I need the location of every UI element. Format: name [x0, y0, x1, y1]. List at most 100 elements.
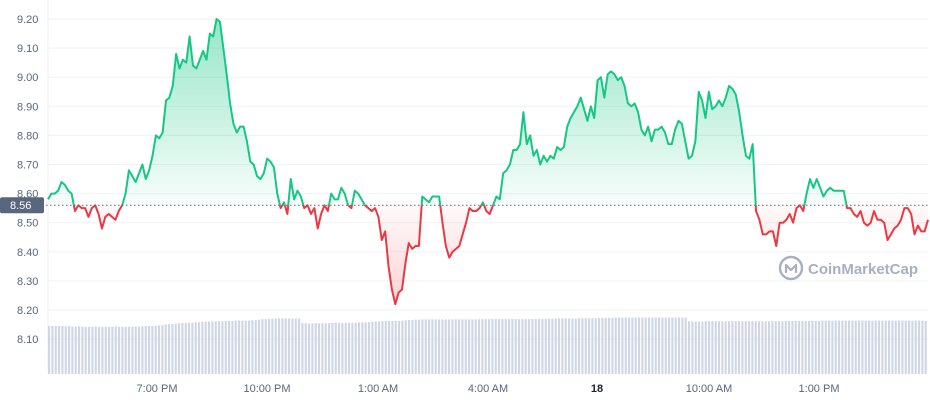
volume-bar: [151, 326, 154, 374]
volume-bar: [584, 318, 587, 374]
volume-bar: [241, 320, 244, 374]
volume-bar: [868, 320, 871, 374]
volume-bar: [738, 321, 741, 374]
volume-bar: [394, 320, 397, 374]
volume-bar: [834, 320, 837, 374]
volume-bar: [378, 321, 381, 374]
volume-bar: [428, 319, 431, 374]
volume-bar: [81, 326, 84, 374]
volume-bar: [494, 319, 497, 374]
volume-bar: [208, 321, 211, 374]
volume-bar: [684, 317, 687, 374]
volume-bar: [121, 326, 124, 374]
volume-bar: [194, 322, 197, 374]
volume-bar: [511, 319, 514, 374]
volume-bar: [564, 318, 567, 374]
volume-bar: [61, 326, 64, 374]
volume-bar: [118, 326, 121, 374]
volume-bar: [268, 318, 271, 374]
volume-bar: [648, 317, 651, 374]
volume-bar: [541, 318, 544, 374]
volume-bar: [641, 317, 644, 374]
volume-bar: [731, 321, 734, 374]
volume-bar: [661, 317, 664, 374]
volume-bar: [634, 317, 637, 374]
volume-bar: [674, 317, 677, 374]
volume-bar: [468, 319, 471, 374]
volume-bar: [444, 319, 447, 374]
volume-bar: [578, 318, 581, 374]
volume-bar: [791, 320, 794, 374]
volume-bar: [501, 319, 504, 374]
x-tick-label: 7:00 PM: [137, 383, 178, 395]
volume-bar: [94, 326, 97, 374]
price-line: [47, 18, 929, 306]
volume-bar: [838, 320, 841, 374]
y-tick-label: 8.40: [17, 247, 38, 259]
price-area-fill: [48, 19, 928, 305]
volume-bar: [888, 320, 891, 374]
volume-bar: [108, 326, 111, 374]
volume-bar: [458, 319, 461, 374]
volume-bar: [518, 319, 521, 374]
volume-bar: [454, 319, 457, 374]
volume-bar: [71, 326, 74, 374]
volume-bar: [84, 326, 87, 374]
volume-bar: [811, 320, 814, 374]
volume-bar: [244, 320, 247, 374]
y-tick-label: 8.10: [17, 334, 38, 346]
volume-bar: [824, 320, 827, 374]
volume-bar: [321, 323, 324, 374]
volume-bar: [671, 317, 674, 374]
volume-bar: [144, 326, 147, 374]
volume-bar: [881, 320, 884, 374]
volume-bar: [224, 320, 227, 374]
volume-bar: [328, 323, 331, 374]
volume-bar: [141, 326, 144, 374]
volume-bar: [204, 321, 207, 374]
volume-bar: [551, 318, 554, 374]
volume-bar: [98, 326, 101, 374]
volume-bar: [601, 317, 604, 374]
volume-bar: [828, 320, 831, 374]
volume-bar: [318, 323, 321, 374]
volume-bar: [174, 323, 177, 374]
volume-bar: [538, 318, 541, 374]
volume-bar: [304, 323, 307, 374]
volume-bar: [271, 318, 274, 374]
volume-bar: [351, 322, 354, 374]
volume-bar: [438, 319, 441, 374]
volume-bar: [404, 320, 407, 374]
volume-bar: [228, 320, 231, 374]
volume-bar: [311, 323, 314, 374]
volume-bar: [181, 323, 184, 374]
volume-bar: [688, 321, 691, 374]
volume-bar: [158, 325, 161, 374]
volume-bar: [864, 320, 867, 374]
volume-bar: [408, 320, 411, 374]
volume-bar: [111, 326, 114, 374]
volume-bar: [801, 320, 804, 374]
watermark: CoinMarketCap: [778, 255, 918, 281]
volume-bar: [234, 320, 237, 374]
volume-bar: [778, 321, 781, 374]
volume-bar: [514, 319, 517, 374]
volume-bar: [614, 317, 617, 374]
y-tick-label: 8.80: [17, 130, 38, 142]
volume-bar: [748, 321, 751, 374]
x-tick-label: 1:00 AM: [358, 383, 398, 395]
volume-bar: [701, 321, 704, 374]
volume-bar: [128, 326, 131, 374]
volume-bar: [184, 323, 187, 374]
volume-bar: [711, 321, 714, 374]
volume-bar: [751, 321, 754, 374]
price-line-up: [47, 18, 848, 206]
volume-bar: [744, 321, 747, 374]
volume-bar: [718, 321, 721, 374]
volume-bar: [844, 320, 847, 374]
volume-bar: [51, 326, 54, 374]
volume-bar: [618, 317, 621, 374]
volume-bar: [218, 321, 221, 374]
volume-bar: [604, 317, 607, 374]
